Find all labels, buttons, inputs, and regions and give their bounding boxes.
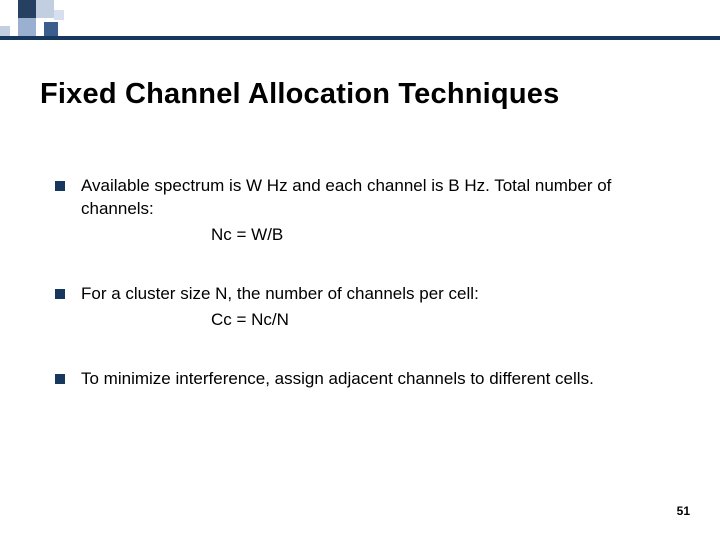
bullet-body: Available spectrum is W Hz and each chan… [81,175,670,245]
slide-title: Fixed Channel Allocation Techniques [40,78,559,111]
header-decoration [0,0,720,42]
page-number: 51 [677,504,690,518]
decor-square [18,18,36,36]
decor-square [54,10,64,20]
header-underline [0,36,720,40]
slide-content: Available spectrum is W Hz and each chan… [55,175,670,429]
bullet-text: For a cluster size N, the number of chan… [81,283,670,306]
bullet-text: To minimize interference, assign adjacen… [81,368,670,391]
bullet-formula: Nc = W/B [211,225,670,245]
bullet-body: For a cluster size N, the number of chan… [81,283,670,330]
bullet-item: Available spectrum is W Hz and each chan… [55,175,670,245]
decor-square [36,0,54,18]
square-bullet-icon [55,289,65,299]
decor-square [18,0,36,18]
bullet-formula: Cc = Nc/N [211,310,670,330]
square-bullet-icon [55,374,65,384]
bullet-item: To minimize interference, assign adjacen… [55,368,670,391]
decor-square [0,26,10,36]
bullet-item: For a cluster size N, the number of chan… [55,283,670,330]
bullet-body: To minimize interference, assign adjacen… [81,368,670,391]
square-bullet-icon [55,181,65,191]
bullet-text: Available spectrum is W Hz and each chan… [81,175,670,221]
decor-square [44,22,58,36]
